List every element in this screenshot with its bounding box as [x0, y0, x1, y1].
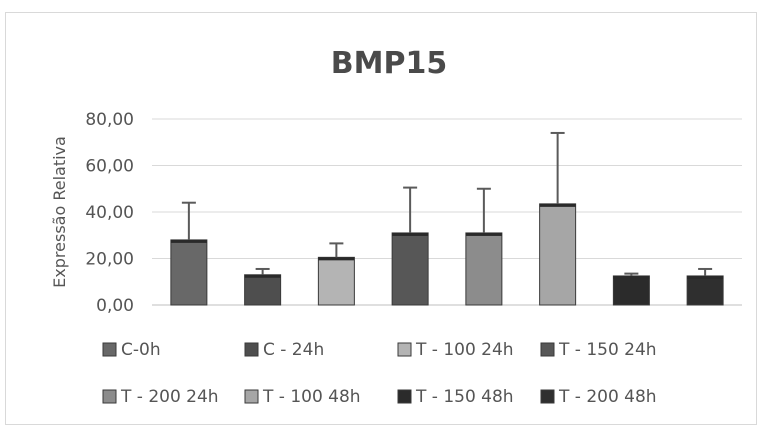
bar-top — [244, 274, 281, 278]
legend-item: T - 150 48h — [397, 387, 514, 407]
legend-item: T - 200 24h — [102, 387, 219, 407]
bar — [686, 275, 724, 306]
y-tick-label: 20,00 — [85, 250, 134, 270]
y-tick-label: 80,00 — [85, 110, 134, 130]
legend-swatch — [397, 389, 412, 404]
bars — [170, 131, 724, 306]
bar-group — [465, 187, 503, 306]
legend-swatch — [244, 342, 259, 357]
bar-group — [244, 267, 282, 306]
y-tick-label: 60,00 — [85, 157, 134, 177]
bar — [465, 232, 503, 306]
legend-item: C - 24h — [244, 340, 324, 360]
legend-label: C - 24h — [263, 340, 324, 360]
bar — [539, 203, 577, 306]
legend-label: T - 200 24h — [120, 387, 219, 407]
legend-item: T - 100 48h — [244, 387, 361, 407]
legend-swatch — [397, 342, 412, 357]
legend: C-0h C - 24h T - 100 24h T - 150 24h T - 200… — [102, 340, 657, 407]
legend-swatch — [540, 342, 555, 357]
legend-item: C-0h — [102, 340, 161, 360]
bar-top — [465, 232, 502, 236]
y-tick-label: 0,00 — [96, 296, 134, 316]
chart-border — [5, 12, 757, 425]
y-tick-label: 40,00 — [85, 203, 134, 223]
bar — [244, 274, 282, 306]
y-tick-labels: 0,00 20,00 40,00 60,00 80,00 — [85, 110, 134, 316]
bar — [612, 275, 650, 306]
bar-top — [613, 275, 650, 279]
bar — [317, 256, 355, 306]
legend-label: T - 200 48h — [558, 387, 657, 407]
legend-label: T - 150 48h — [415, 387, 514, 407]
bar-top — [392, 232, 429, 236]
bar-top — [318, 257, 355, 261]
legend-label: T - 100 48h — [262, 387, 361, 407]
bar-group — [612, 272, 650, 306]
legend-swatch — [102, 389, 117, 404]
chart-title: BMP15 — [331, 46, 447, 81]
bar-group — [391, 186, 429, 306]
bar-top — [687, 275, 724, 279]
legend-swatch — [102, 342, 117, 357]
bar — [391, 232, 429, 306]
bar-group — [170, 201, 208, 306]
bar — [170, 239, 208, 306]
bar-top — [539, 203, 576, 207]
bar-group — [686, 267, 724, 306]
y-axis-label: Expressão Relativa — [50, 136, 69, 288]
legend-label: C-0h — [121, 340, 161, 360]
legend-label: T - 100 24h — [415, 340, 514, 360]
legend-item: T - 150 24h — [540, 340, 657, 360]
legend-swatch — [540, 389, 555, 404]
legend-label: T - 150 24h — [558, 340, 657, 360]
bar-top — [170, 239, 207, 243]
legend-item: T - 200 48h — [540, 387, 657, 407]
legend-swatch — [244, 389, 259, 404]
bar-group — [539, 131, 577, 306]
bar-group — [317, 242, 355, 306]
legend-item: T - 100 24h — [397, 340, 514, 360]
